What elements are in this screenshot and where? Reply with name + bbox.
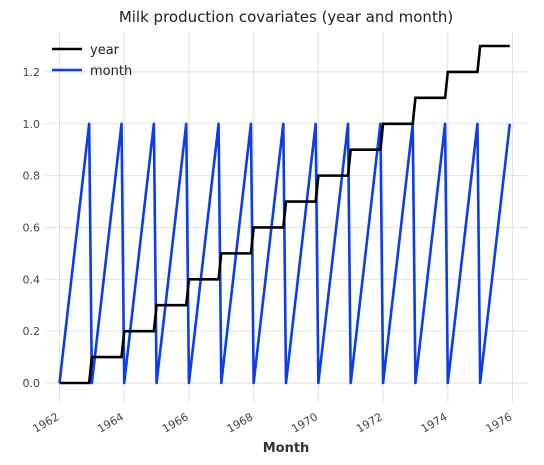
y-axis: 0.0 0.2 0.4 0.6 0.8 1.0 1.2 [23,66,41,390]
legend-label-year: year [90,43,120,58]
x-tick-label: 1962 [31,410,62,435]
y-tick-label: 1.0 [23,118,41,131]
x-tick-label: 1964 [95,410,126,435]
x-tick-label: 1974 [419,410,450,435]
x-tick-label: 1970 [289,410,320,435]
x-axis: 1962 1964 1966 1968 1970 1972 1974 1976 [31,410,515,435]
series-layer [58,44,512,385]
y-tick-label: 0.2 [23,325,41,338]
grid-layer [44,32,528,402]
x-axis-label: Month [263,441,310,456]
chart-title: Milk production covariates (year and mon… [119,8,453,26]
y-tick-label: 0.0 [23,377,41,390]
series-line-month [58,122,512,385]
series-line-year [59,44,510,385]
y-tick-label: 0.8 [23,170,41,183]
y-tick-label: 0.4 [23,273,41,286]
y-tick-label: 0.6 [23,221,41,234]
x-tick-label: 1972 [354,410,385,435]
y-tick-label: 1.2 [23,66,41,79]
x-tick-label: 1976 [484,410,515,435]
x-tick-label: 1968 [225,410,256,435]
x-tick-label: 1966 [160,410,191,435]
legend: year month [52,43,132,79]
legend-label-month: month [90,64,132,79]
